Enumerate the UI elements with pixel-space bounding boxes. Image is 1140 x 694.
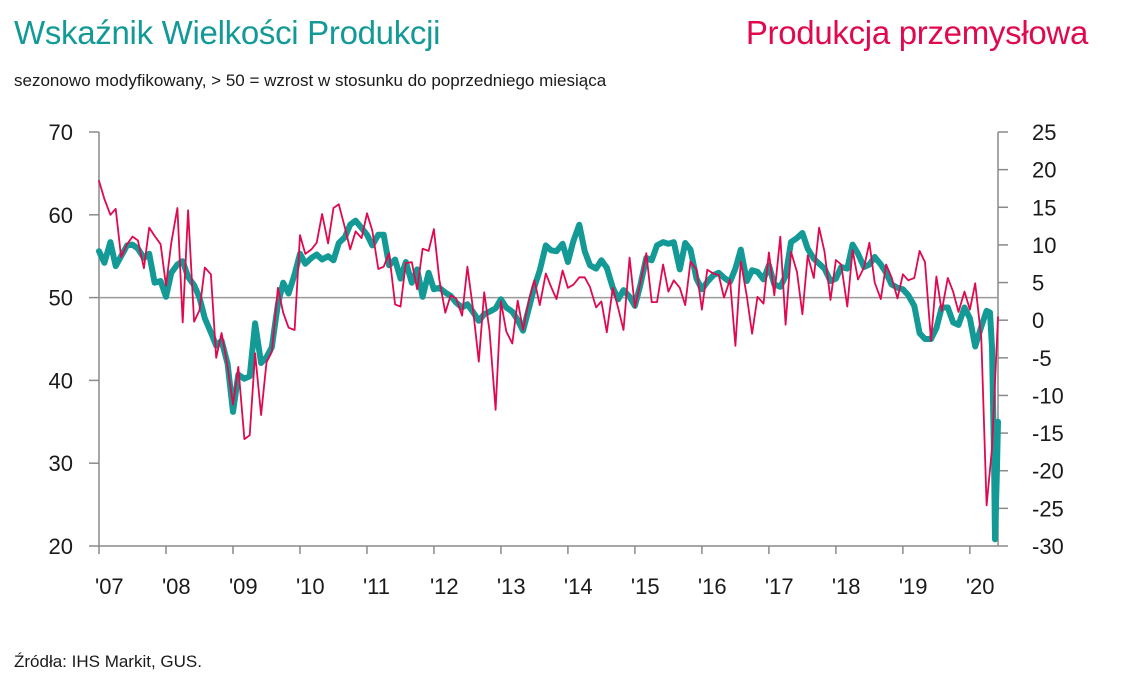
y-right-tick-label: -10	[1032, 383, 1064, 408]
x-tick-label: '20	[966, 574, 995, 599]
chart-subtitle: sezonowo modyfikowany, > 50 = wzrost w s…	[14, 71, 607, 90]
series-layer	[96, 180, 1001, 543]
series-line-industrial-production	[98, 180, 999, 507]
source-note: Źródła: IHS Markit, GUS.	[14, 652, 202, 671]
x-tick-label: '19	[899, 574, 928, 599]
chart-title-industrial-production: Produkcja przemysłowa	[745, 14, 1088, 51]
y-right-tick-label: 20	[1032, 158, 1056, 183]
chart-title-pmi: Wskaźnik Wielkości Produkcji	[14, 14, 441, 51]
x-tick-label: '12	[430, 574, 459, 599]
x-tick-label: '16	[698, 574, 727, 599]
series-line-pmi-output	[96, 217, 1001, 543]
axes: 7060504030202520151050-5-10-15-20-25-30'…	[49, 120, 1064, 599]
y-right-tick-label: -15	[1032, 421, 1064, 446]
y-right-tick-label: 5	[1032, 271, 1044, 296]
x-tick-label: '17	[765, 574, 794, 599]
y-left-tick-label: 40	[49, 368, 73, 393]
x-tick-label: '09	[229, 574, 258, 599]
x-tick-label: '07	[95, 574, 124, 599]
x-tick-label: '11	[363, 574, 390, 599]
y-right-tick-label: 25	[1032, 120, 1056, 145]
y-right-tick-label: -30	[1032, 534, 1064, 559]
x-tick-label: '18	[832, 574, 861, 599]
y-right-tick-label: -25	[1032, 496, 1064, 521]
x-tick-label: '08	[162, 574, 191, 599]
y-right-tick-label: 10	[1032, 233, 1056, 258]
x-tick-label: '14	[564, 574, 593, 599]
y-left-tick-label: 50	[49, 286, 73, 311]
y-right-tick-label: -5	[1032, 346, 1052, 371]
line-chart: 7060504030202520151050-5-10-15-20-25-30'…	[49, 120, 1064, 599]
y-right-tick-label: 15	[1032, 195, 1056, 220]
y-right-tick-label: 0	[1032, 308, 1044, 333]
x-tick-label: '13	[497, 574, 526, 599]
y-left-tick-label: 20	[49, 534, 73, 559]
y-left-tick-label: 30	[49, 451, 73, 476]
y-left-tick-label: 70	[49, 120, 73, 145]
y-right-tick-label: -20	[1032, 459, 1064, 484]
x-tick-label: '15	[631, 574, 660, 599]
x-tick-label: '10	[296, 574, 325, 599]
y-left-tick-label: 60	[49, 203, 73, 228]
